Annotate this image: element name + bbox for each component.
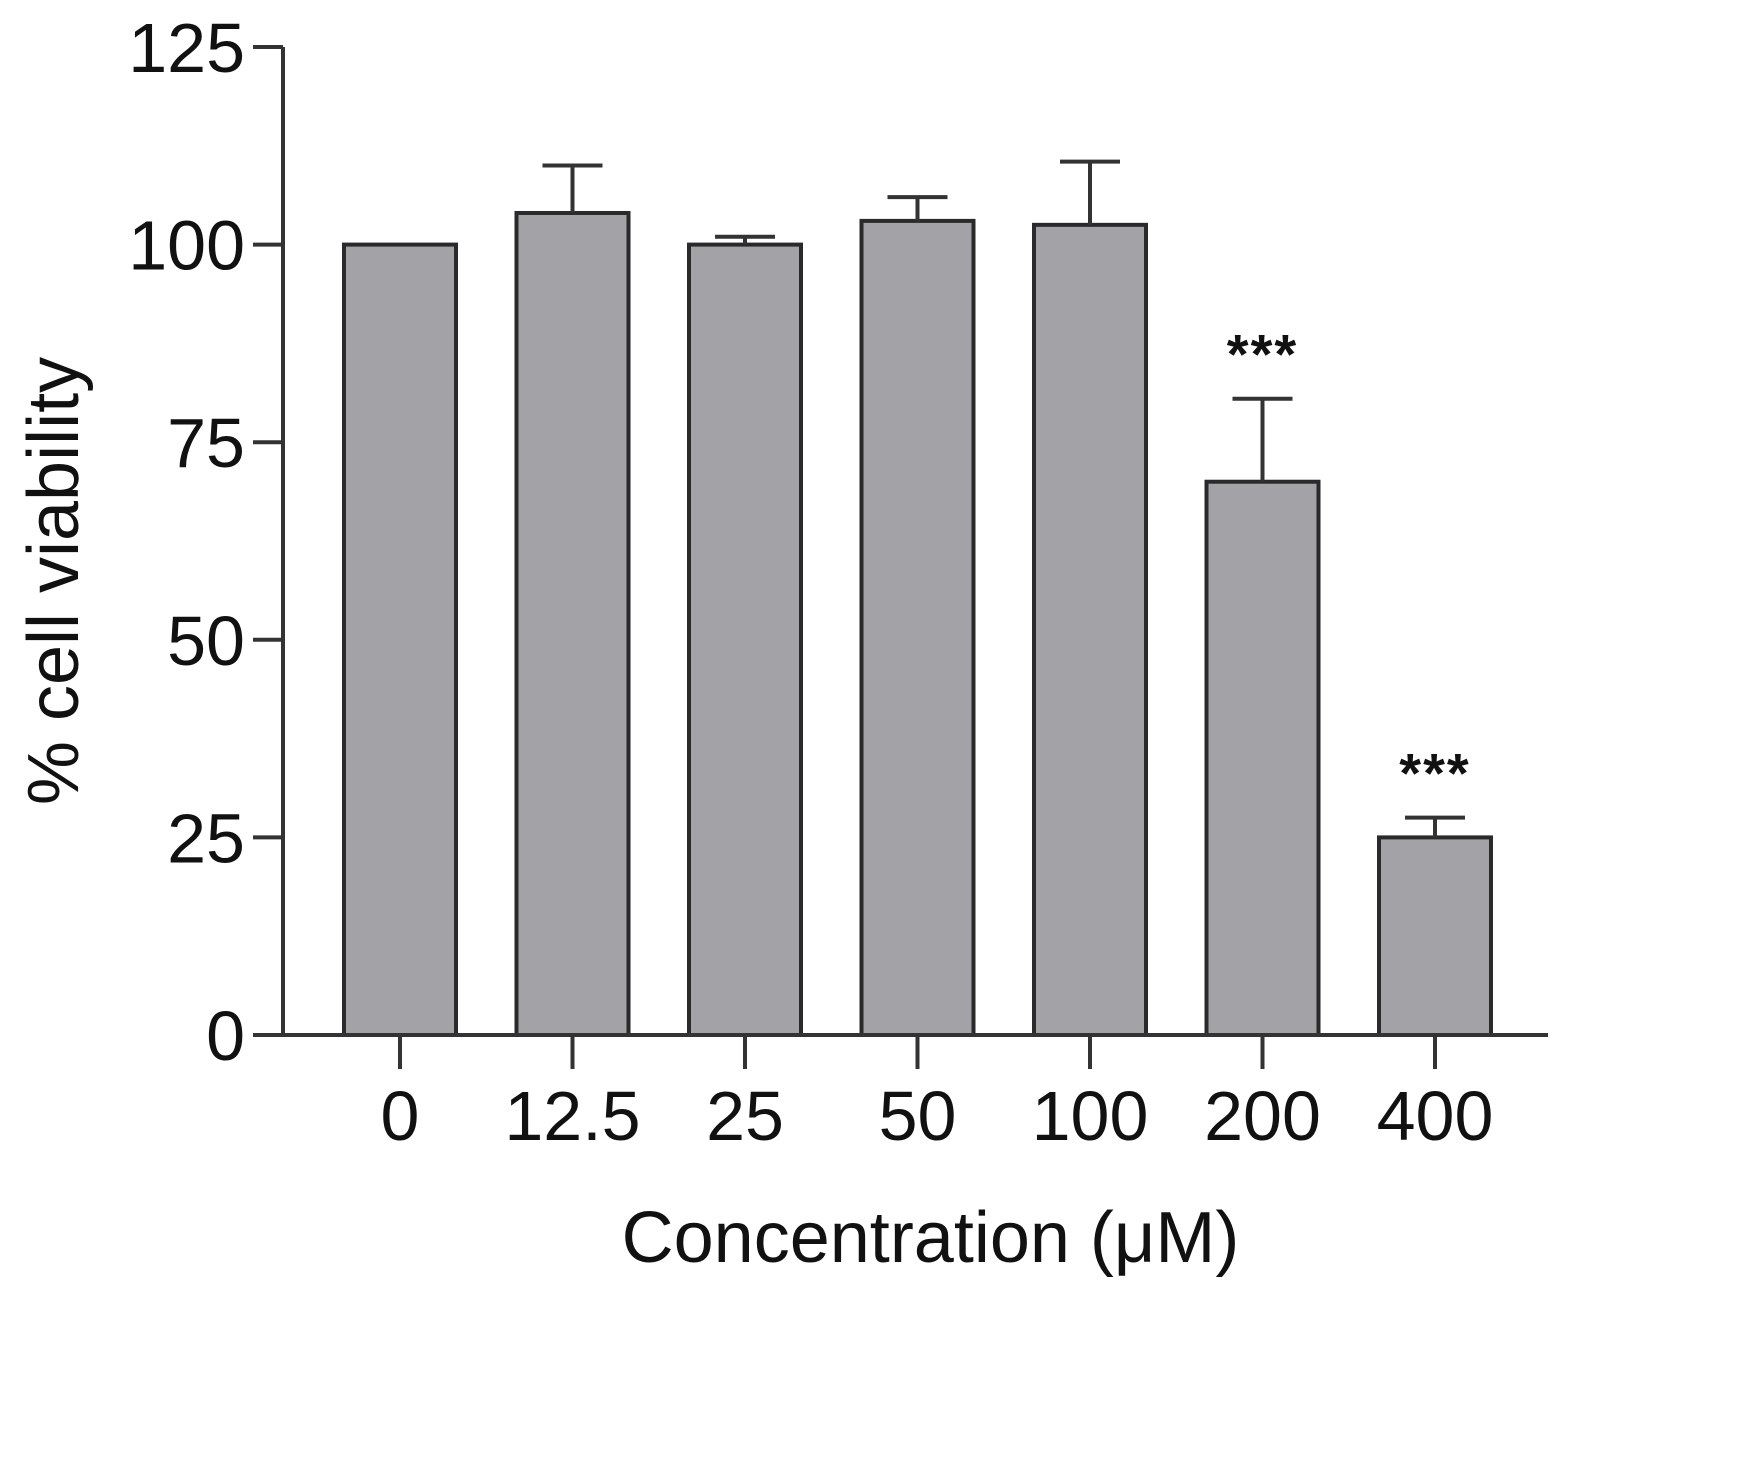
y-tick-label: 125 (128, 9, 245, 87)
y-tick-label: 50 (167, 602, 245, 680)
significance-marker: *** (1227, 323, 1298, 386)
x-tick-label: 25 (706, 1077, 784, 1155)
x-tick-label: 12.5 (504, 1077, 640, 1155)
y-axis-title: % cell viability (14, 357, 94, 805)
bar (1377, 835, 1493, 1038)
x-tick-label: 100 (1032, 1077, 1149, 1155)
x-ticks-layer: 0 12.5 25 50 100 200 400 (381, 1035, 1494, 1155)
error-bars-layer (542, 159, 1465, 838)
bar (514, 210, 631, 1037)
x-tick-label: 50 (879, 1077, 957, 1155)
significance-layer: *** *** (1227, 323, 1470, 805)
x-tick-label: 0 (381, 1077, 420, 1155)
bar (1204, 479, 1321, 1038)
bar (342, 242, 458, 1038)
x-tick-label: 200 (1204, 1077, 1321, 1155)
y-tick-label: 75 (167, 404, 245, 482)
bars-layer (342, 210, 1493, 1038)
y-ticks-layer: 0 25 50 75 100 125 (128, 9, 283, 1075)
bar (859, 218, 976, 1037)
y-tick-label: 25 (167, 799, 245, 877)
bar (1032, 222, 1148, 1037)
x-tick-label: 400 (1377, 1077, 1494, 1155)
x-axis-title: Concentration (μM) (622, 1198, 1240, 1278)
bar (687, 242, 803, 1038)
y-tick-label: 100 (128, 207, 245, 285)
y-tick-label: 0 (206, 997, 245, 1075)
significance-marker: *** (1399, 742, 1470, 805)
